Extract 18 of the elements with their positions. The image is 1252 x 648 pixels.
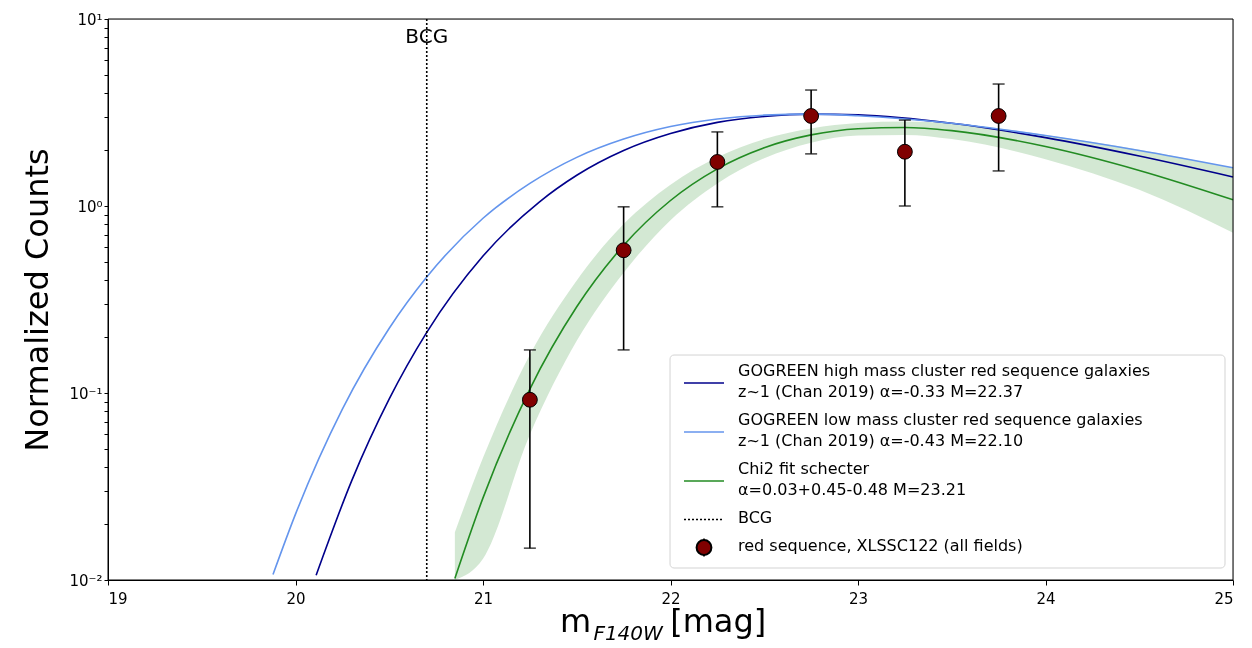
ref-line-label: BCG — [405, 24, 449, 48]
y-tick-label: 10⁻¹ — [69, 384, 103, 403]
x-tick-label: 22 — [661, 589, 681, 608]
x-tick-label: 23 — [848, 589, 869, 608]
text: BCG — [738, 508, 773, 527]
legend-label: GOGREEN high mass cluster red sequence galaxies z~1 (Chan 2019) α=-0.33 M=22.37 — [738, 361, 1151, 401]
x-tick-label: 19 — [108, 589, 128, 608]
x-tick-label: 24 — [1036, 589, 1056, 608]
y-tick-label: 10¹ — [77, 10, 103, 29]
y-tick-label: 10⁻² — [69, 571, 103, 590]
legend-label: GOGREEN low mass cluster red sequence galaxies z~1 (Chan 2019) α=-0.43 M=22.10 — [738, 410, 1143, 450]
y-axis-title: Normalized Counts — [18, 148, 57, 452]
x-tick-label: 25 — [1214, 589, 1234, 608]
legend-label: red sequence, XLSSC122 (all fields) — [738, 536, 1023, 555]
y-tick-label: 10⁰ — [77, 197, 103, 216]
legend-label: Chi2 fit schecter α=0.03+0.45-0.48 M=23.21 — [738, 459, 967, 499]
x-tick-label: 21 — [473, 589, 494, 608]
x-tick-label: 20 — [286, 589, 306, 608]
